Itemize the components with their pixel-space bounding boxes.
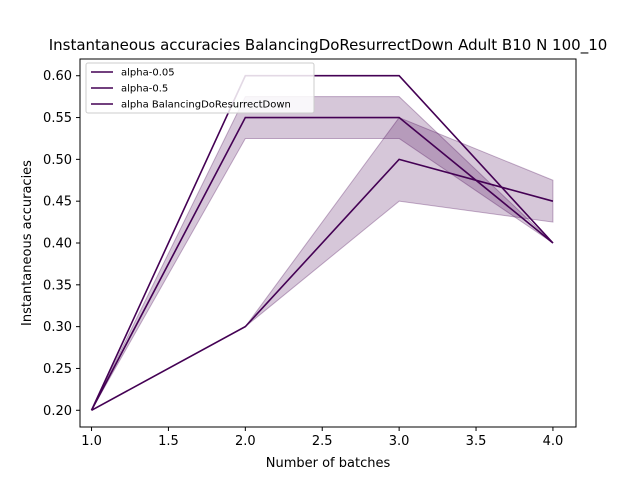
legend-label-1: alpha-0.05 [121, 68, 175, 79]
x-tick-label: 1.0 [81, 434, 102, 449]
legend: alpha-0.05 alpha-0.5 alpha BalancingDoResu… [85, 62, 315, 114]
legend-label-3: alpha BalancingDoResurrectDown [121, 100, 291, 111]
y-tick-label: 0.60 [43, 69, 72, 84]
x-tick-label: 3.5 [466, 434, 487, 449]
legend-box [85, 62, 315, 114]
y-tick-label: 0.35 [43, 278, 72, 293]
y-tick-label: 0.40 [43, 237, 72, 252]
y-axis: 0.20 0.25 0.30 0.35 0.40 0.45 0.50 0.55 0.60 [43, 69, 80, 419]
y-tick-label: 0.45 [43, 195, 72, 210]
y-tick-label: 0.30 [43, 320, 72, 335]
x-tick-label: 4.0 [543, 434, 564, 449]
chart-title: Instantaneous accuracies BalancingDoResu… [49, 36, 608, 55]
series-line-1 [90, 74, 554, 411]
y-tick-label: 0.55 [43, 111, 72, 126]
x-tick-label: 3.0 [389, 434, 410, 449]
y-tick-label: 0.50 [43, 153, 72, 168]
y-tick-label: 0.20 [43, 404, 72, 419]
y-tick-label: 0.25 [43, 362, 72, 377]
legend-label-2: alpha-0.5 [121, 84, 168, 95]
series-line-3 [91, 158, 554, 411]
y-axis-label: Instantaneous accuracies [20, 160, 35, 326]
x-axis: 1.0 1.5 2.0 2.5 3.0 3.5 4.0 [81, 427, 563, 449]
x-tick-label: 2.0 [235, 434, 256, 449]
series-lines [90, 74, 554, 411]
x-tick-label: 2.5 [312, 434, 333, 449]
x-axis-label: Number of batches [266, 456, 391, 471]
x-tick-label: 1.5 [158, 434, 179, 449]
